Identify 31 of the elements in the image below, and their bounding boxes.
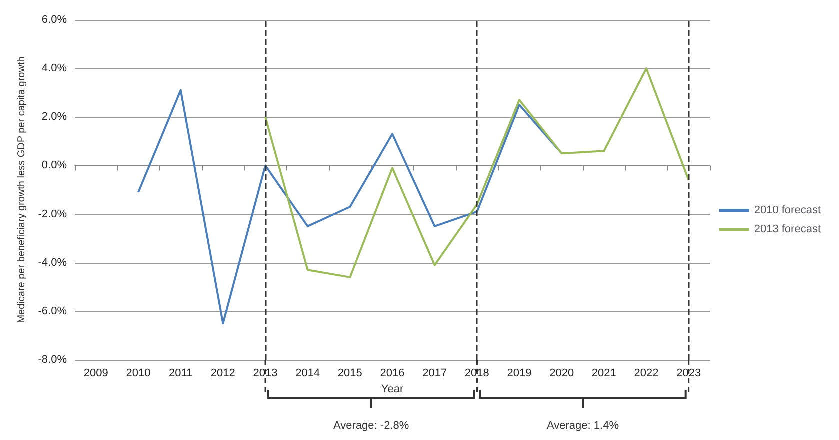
x-tick-label: 2011 [169, 368, 193, 380]
x-tick-label: 2017 [422, 368, 448, 380]
x-tick-label: 2019 [507, 368, 532, 380]
x-tick-label: 2010 [126, 368, 151, 380]
y-tick-label: 4.0% [42, 62, 68, 75]
text: Average: 1.4% [547, 420, 620, 432]
y-tick-label: 0.0% [42, 160, 68, 172]
y-tick-label: 6.0% [42, 14, 68, 26]
line-series [138, 89, 563, 325]
x-tick-label: 2018 [464, 368, 490, 380]
text: Average: -2.8% [334, 420, 410, 432]
y-tick-label: -4.0% [38, 256, 68, 269]
x-tick-label: 2023 [676, 368, 702, 380]
line-series [264, 68, 690, 278]
x-tick-label: 2022 [634, 368, 659, 380]
legend-label: 2013 forecast [754, 224, 821, 236]
x-tick-label: 2020 [550, 368, 574, 380]
x-tick-label: 2014 [296, 368, 320, 380]
x-tick-label: 2016 [380, 368, 405, 380]
y-tick-label: 2.0% [42, 111, 68, 124]
legend-label: 2010 forecast [754, 204, 821, 216]
y-tick-label: -6.0% [38, 305, 68, 318]
y-axis-title: Medicare per beneficiary growth less GDP per capita growth [16, 56, 28, 324]
x-tick-label: 2009 [84, 368, 108, 380]
x-tick-label: 2015 [338, 368, 362, 380]
y-tick-label: -8.0% [38, 354, 68, 366]
x-axis-title: Year [381, 384, 404, 396]
y-tick-label: -2.0% [38, 208, 68, 220]
x-tick-label: 2012 [210, 368, 236, 380]
x-tick-label: 2013 [253, 368, 278, 380]
x-tick-label: 2021 [592, 368, 616, 380]
